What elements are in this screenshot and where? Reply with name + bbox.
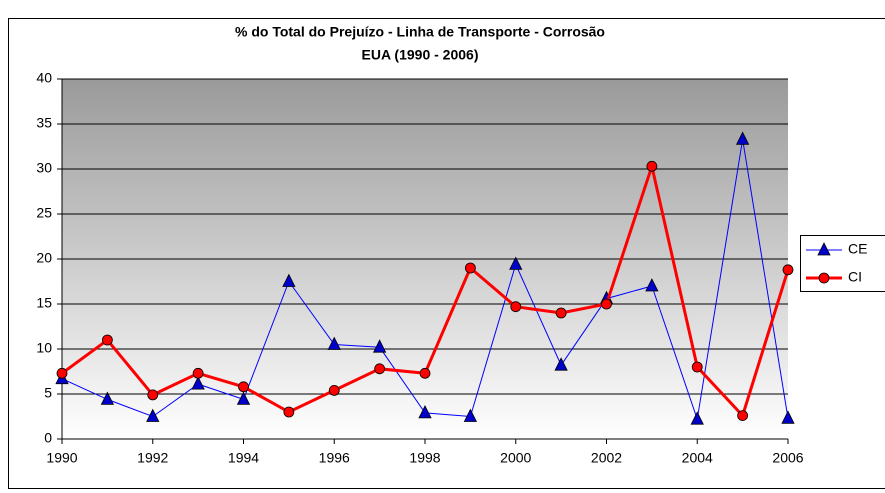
marker [328, 384, 340, 396]
legend-marker [818, 272, 830, 284]
marker [191, 376, 205, 390]
marker [646, 160, 658, 172]
marker [555, 307, 567, 319]
marker [691, 361, 703, 373]
x-tick-label: 2004 [682, 450, 713, 466]
marker [782, 264, 794, 276]
x-tick-label: 2000 [500, 450, 531, 466]
marker [418, 405, 432, 419]
marker [147, 389, 159, 401]
marker [374, 363, 386, 375]
legend-marker [817, 242, 831, 256]
y-tick-label: 30 [36, 160, 52, 176]
y-tick-label: 40 [36, 70, 52, 86]
x-tick-label: 1992 [137, 450, 168, 466]
x-tick-label: 1990 [46, 450, 77, 466]
marker [238, 381, 249, 393]
marker [554, 357, 568, 371]
y-tick-label: 35 [36, 115, 52, 131]
x-tick-label: 2002 [591, 450, 622, 466]
y-tick-label: 0 [44, 430, 52, 446]
legend-label: CE [848, 241, 867, 257]
x-tick-label: 1998 [409, 450, 440, 466]
marker [464, 262, 476, 274]
marker [101, 334, 113, 346]
y-tick-label: 5 [44, 385, 52, 401]
marker [192, 367, 204, 379]
x-tick-label: 1994 [228, 450, 259, 466]
marker [236, 391, 251, 405]
marker [645, 278, 659, 292]
x-tick-label: 2006 [772, 450, 803, 466]
marker [463, 408, 478, 422]
marker [282, 273, 296, 287]
legend-label: CI [848, 269, 862, 285]
x-tick-label: 1996 [319, 450, 350, 466]
chart-subtitle: EUA (1990 - 2006) [362, 47, 479, 63]
marker [146, 408, 160, 422]
legend [800, 235, 885, 292]
marker [100, 391, 115, 405]
y-tick-label: 15 [36, 295, 52, 311]
marker [690, 411, 704, 425]
marker [419, 367, 431, 379]
chart-title: % do Total do Prejuízo - Linha de Transp… [235, 24, 605, 40]
marker [781, 410, 795, 424]
marker [283, 406, 295, 418]
y-tick-label: 10 [36, 340, 52, 356]
marker [372, 339, 387, 353]
y-tick-label: 25 [36, 205, 52, 221]
marker [327, 336, 341, 350]
marker [735, 131, 750, 145]
marker [56, 367, 68, 379]
marker [509, 256, 523, 270]
marker [737, 410, 749, 422]
y-tick-label: 20 [36, 250, 52, 266]
marker [601, 298, 612, 310]
marker [510, 301, 522, 313]
